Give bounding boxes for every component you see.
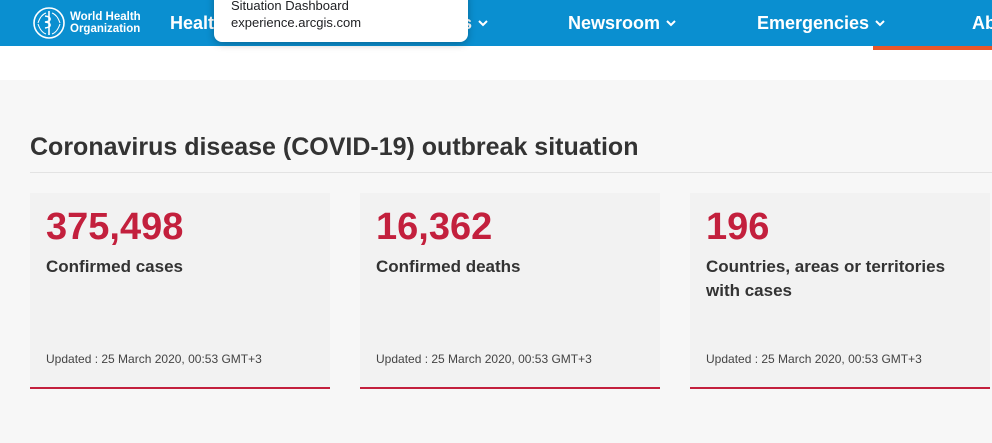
stat-label: Confirmed deaths	[376, 257, 521, 276]
situation-section: Coronavirus disease (COVID-19) outbreak …	[0, 80, 992, 443]
logo-text: World Health Organization	[70, 11, 141, 35]
stat-card-confirmed-deaths[interactable]: 16,362 Confirmed deaths Updated : 25 Mar…	[360, 193, 660, 389]
stat-value: 375,498	[46, 206, 184, 248]
stat-card-countries[interactable]: 196 Countries, areas or territories with…	[690, 193, 990, 389]
tooltip-url: experience.arcgis.com	[231, 15, 362, 30]
stat-label: Confirmed cases	[46, 257, 183, 276]
stat-value: 196	[706, 206, 770, 248]
nav-item-newsroom[interactable]: Newsroom	[568, 0, 677, 46]
link-preview-tooltip: Situation Dashboard experience.arcgis.co…	[214, 0, 468, 42]
chevron-down-icon	[666, 20, 676, 27]
stat-updated: Updated : 25 March 2020, 00:53 GMT+3	[706, 352, 922, 366]
nav-item-label: Ab	[972, 12, 992, 33]
logo-text-line1: World Health	[70, 11, 141, 23]
nav-item-label: Emergencies	[757, 12, 870, 33]
nav-item-about[interactable]: Ab	[972, 0, 992, 46]
nav-item-health-topics[interactable]: Healt	[170, 0, 214, 46]
nav-item-label: Newsroom	[568, 12, 661, 33]
chevron-down-icon	[875, 20, 885, 27]
chevron-down-icon	[478, 20, 488, 27]
section-title: Coronavirus disease (COVID-19) outbreak …	[30, 133, 639, 161]
who-logo[interactable]: World Health Organization	[32, 6, 144, 40]
logo-text-line2: Organization	[70, 23, 141, 35]
who-emblem-icon	[33, 7, 65, 39]
stat-value: 16,362	[376, 206, 493, 248]
top-navigation-bar: World Health Organization Healt s Newsro…	[0, 0, 992, 46]
stat-card-confirmed-cases[interactable]: 375,498 Confirmed cases Updated : 25 Mar…	[30, 193, 330, 389]
active-nav-indicator	[873, 46, 992, 50]
stat-label: Countries, areas or territories with cas…	[706, 257, 946, 300]
nav-item-label: Healt	[170, 12, 215, 33]
title-divider	[30, 172, 992, 173]
nav-item-emergencies[interactable]: Emergencies	[757, 0, 886, 46]
stat-updated: Updated : 25 March 2020, 00:53 GMT+3	[46, 352, 262, 366]
stat-updated: Updated : 25 March 2020, 00:53 GMT+3	[376, 352, 592, 366]
tooltip-title: Situation Dashboard	[231, 0, 349, 13]
